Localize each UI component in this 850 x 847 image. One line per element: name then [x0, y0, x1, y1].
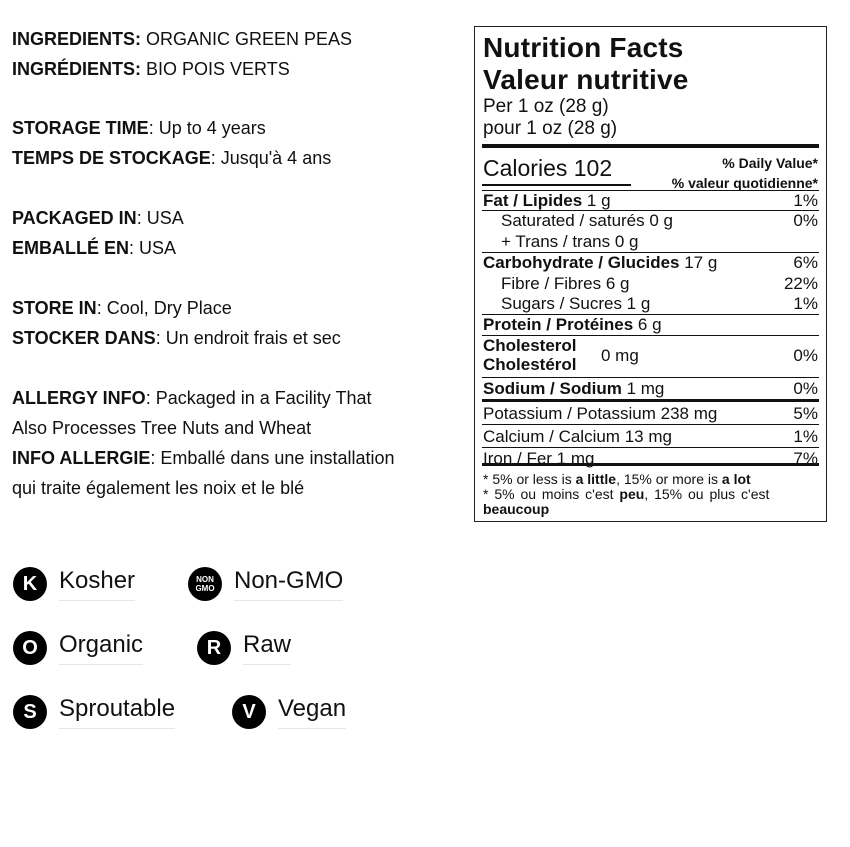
serving-en: Per 1 oz (28 g): [483, 96, 609, 117]
divider: [482, 377, 819, 378]
nutrient-dv: 22%: [783, 274, 818, 293]
nutrient-amount: 0 mg: [601, 346, 639, 365]
nutrient-dv: 5%: [793, 404, 818, 423]
organic-icon: O: [13, 630, 47, 665]
kosher-icon: K: [13, 566, 47, 601]
nutrient-row: Fat / Lipides 1 g 1%: [483, 191, 818, 211]
title-en: Nutrition Facts: [483, 32, 684, 63]
footnote-en: * 5% or less is a little, 15% or more is…: [483, 471, 751, 487]
badge-sproutable: S Sproutable: [13, 694, 176, 729]
nutrient-amount: 1 g: [582, 191, 611, 210]
nutrient-name: Cholesterol: [483, 336, 577, 355]
calories: Calories 102: [483, 155, 613, 181]
nutrient-row: Iron / Fer 1 mg 7%: [483, 449, 818, 469]
nutrient-row: Protein / Protéines 6 g: [483, 315, 818, 335]
badge-non-gmo: NON GMO Non-GMO: [188, 566, 344, 601]
nutrient-amount: Saturated / saturés 0 g: [501, 211, 673, 230]
nutrient-dv: 0%: [793, 211, 818, 230]
nutrient-dv: 1%: [793, 191, 818, 210]
dv-en: % Daily Value*: [722, 155, 818, 171]
nutrient-amount: 6 g: [633, 315, 662, 334]
divider: [482, 463, 819, 466]
nutrient-name: Carbohydrate / Glucides: [483, 253, 680, 272]
footnote-fr: * 5% ou moins c'est peu, 15% ou plus c'e…: [483, 486, 770, 502]
packaged-in-fr: EMBALLÉ EN: USA: [12, 238, 177, 258]
nutrient-row: Saturated / saturés 0 g 0%: [483, 211, 818, 231]
allergy-info-en-cont: Also Processes Tree Nuts and Wheat: [12, 418, 312, 438]
divider: [482, 184, 631, 186]
packaged-in-en: PACKAGED IN: USA: [12, 208, 184, 228]
nutrient-dv: 0%: [793, 379, 818, 398]
divider: [482, 399, 819, 402]
store-in-en: STORE IN: Cool, Dry Place: [12, 298, 232, 318]
nutrient-amount: Fibre / Fibres 6 g: [501, 274, 630, 293]
storage-time-en: STORAGE TIME: Up to 4 years: [12, 118, 266, 138]
storage-time-fr: TEMPS DE STOCKAGE: Jusqu'à 4 ans: [12, 148, 332, 168]
ingredients-fr: INGRÉDIENTS: BIO POIS VERTS: [12, 59, 290, 79]
badge-label: Organic: [59, 630, 144, 665]
serving-fr: pour 1 oz (28 g): [483, 118, 618, 139]
non-gmo-icon: NON GMO: [188, 566, 222, 601]
divider: [482, 144, 819, 148]
badge-label: Sproutable: [59, 694, 176, 729]
nutrient-name-fr: Cholestérol: [483, 355, 577, 374]
nutrient-row: Calcium / Calcium 13 mg 1%: [483, 427, 818, 447]
raw-icon: R: [197, 630, 231, 665]
title-fr: Valeur nutritive: [483, 64, 689, 95]
divider: [482, 210, 819, 211]
sproutable-icon: S: [13, 694, 47, 729]
nutrition-facts-table: Nutrition Facts Valeur nutritive Per 1 o…: [474, 26, 827, 522]
nutrient-row: + Trans / trans 0 g: [483, 232, 818, 252]
nutrient-amount: + Trans / trans 0 g: [501, 232, 639, 251]
badge-label: Non-GMO: [234, 566, 344, 601]
nutrient-name: Sodium / Sodium: [483, 379, 622, 398]
nutrient-amount: 1 mg: [621, 379, 665, 398]
badge-label: Raw: [243, 630, 292, 665]
allergy-info-fr-cont: qui traite également les noix et le blé: [12, 478, 305, 498]
nutrient-dv: 0%: [793, 346, 818, 365]
badge-vegan: V Vegan: [232, 694, 347, 729]
nutrient-amount: Potassium / Potassium 238 mg: [483, 404, 718, 423]
badge-kosher: K Kosher: [13, 566, 136, 601]
store-in-fr: STOCKER DANS: Un endroit frais et sec: [12, 328, 341, 348]
divider: [482, 335, 819, 336]
nutrient-dv: 1%: [793, 427, 818, 446]
nutrient-row: Fibre / Fibres 6 g 22%: [483, 274, 818, 294]
nutrient-dv: 6%: [793, 253, 818, 272]
nutrient-amount: Sugars / Sucres 1 g: [501, 294, 651, 313]
badge-raw: R Raw: [197, 630, 292, 665]
nutrient-row: Sugars / Sucres 1 g 1%: [483, 294, 818, 314]
divider: [482, 252, 819, 253]
nutrient-name: Fat / Lipides: [483, 191, 583, 210]
divider: [482, 190, 819, 191]
divider: [482, 424, 819, 425]
nutrient-name: Protein / Protéines: [483, 315, 634, 334]
vegan-icon: V: [232, 694, 266, 729]
allergy-info-fr: INFO ALLERGIE: Emballé dans une installa…: [12, 448, 395, 468]
nutrient-amount: Calcium / Calcium 13 mg: [483, 427, 672, 446]
nutrient-amount: 17 g: [679, 253, 718, 272]
nutrient-row: Carbohydrate / Glucides 17 g 6%: [483, 253, 818, 273]
dv-fr: % valeur quotidienne*: [671, 175, 818, 191]
ingredients-en: INGREDIENTS: ORGANIC GREEN PEAS: [12, 29, 353, 49]
divider: [482, 314, 819, 315]
allergy-info-en: ALLERGY INFO: Packaged in a Facility Tha…: [12, 388, 372, 408]
nutrient-row: Sodium / Sodium 1 mg 0%: [483, 379, 818, 399]
divider: [482, 447, 819, 448]
badge-organic: O Organic: [13, 630, 144, 665]
nutrient-row: Cholesterol Cholestérol 0 mg 0%: [483, 336, 818, 374]
nutrient-dv: 7%: [793, 449, 818, 468]
badge-label: Kosher: [59, 566, 136, 601]
nutrient-row: Potassium / Potassium 238 mg 5%: [483, 404, 818, 424]
footnote-fr-cont: beaucoup: [483, 501, 550, 517]
badge-label: Vegan: [278, 694, 347, 729]
nutrient-dv: 1%: [793, 294, 818, 313]
